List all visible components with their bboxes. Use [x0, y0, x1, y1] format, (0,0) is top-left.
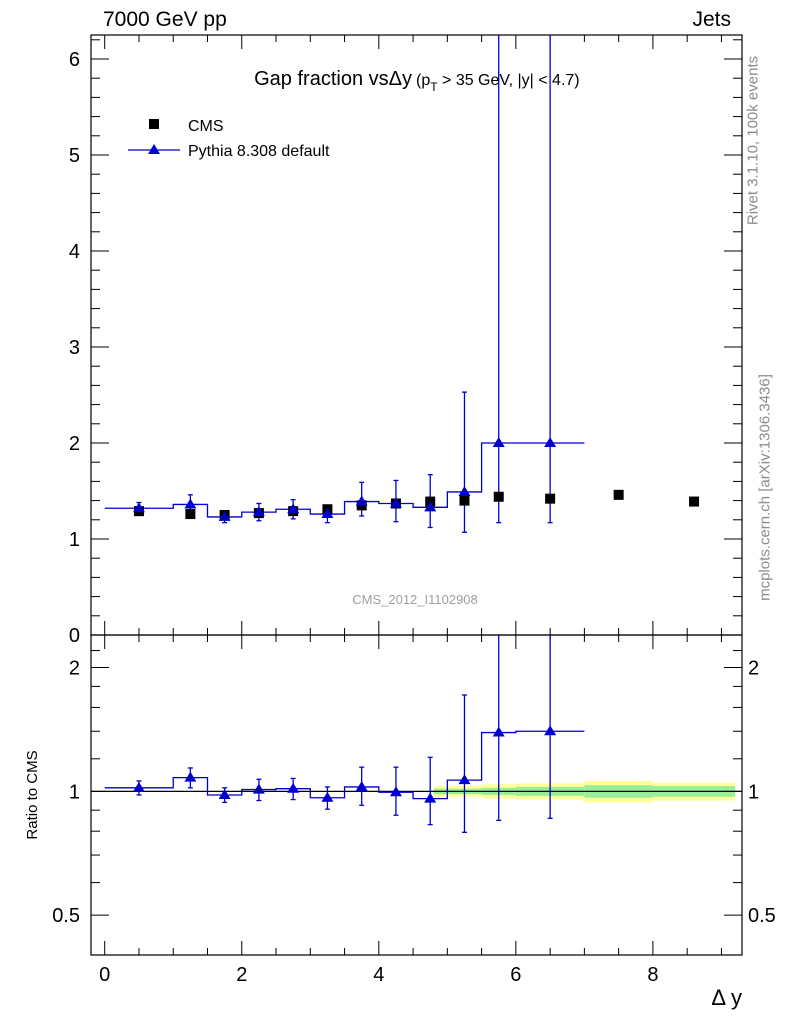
legend: CMS Pythia 8.308 default: [128, 118, 330, 160]
cms-point: [459, 495, 470, 506]
pythia-point: [184, 498, 197, 509]
legend-pythia-label: Pythia 8.308 default: [188, 143, 330, 160]
y-tick-label: 6: [69, 49, 80, 71]
ratio-y-tick-label: 1: [69, 781, 80, 803]
ratio-y-tick-label: 0.5: [52, 905, 80, 927]
cms-point: [613, 489, 624, 500]
pythia-point: [544, 437, 557, 447]
legend-cms-marker: [149, 119, 159, 129]
x-tick-label: 8: [647, 964, 658, 986]
x-axis-label: Δ y: [711, 985, 742, 1010]
y-tick-label: 5: [69, 145, 80, 167]
ratio-y-tick-label-right: 0.5: [748, 905, 776, 927]
ratio-y-tick-label-right: 2: [748, 658, 759, 680]
ratio-pythia-point: [287, 782, 300, 793]
pythia-point: [321, 508, 334, 519]
pythia-point: [218, 510, 231, 521]
x-tick-label: 4: [373, 964, 384, 986]
pythia-point: [492, 437, 505, 447]
pythia-point: [424, 501, 437, 512]
header-right-label: Jets: [692, 8, 731, 31]
pythia-point: [252, 506, 265, 517]
y-tick-label: 4: [69, 241, 80, 263]
ratio-pythia-point: [492, 726, 505, 737]
main-title: Gap fraction vsΔy: [254, 68, 412, 90]
legend-cms-label: CMS: [188, 118, 224, 135]
ratio-pythia-point: [252, 783, 265, 794]
x-tick-label: 2: [236, 964, 247, 986]
cms-point: [689, 496, 700, 507]
cms-point: [185, 509, 196, 520]
ratio-pythia-point: [544, 725, 557, 736]
y-tick-label: 1: [69, 529, 80, 551]
cms-point: [493, 491, 504, 502]
ratio-pythia-point: [218, 788, 231, 799]
ratio-pythia-point: [321, 791, 334, 802]
ratio-pythia-point: [132, 781, 145, 792]
y-tick-label: 3: [69, 337, 80, 359]
legend-pythia-marker: [148, 144, 160, 154]
ratio-y-tick-label-right: 1: [748, 781, 759, 803]
ratio-pythia-point: [458, 774, 471, 785]
pythia-point: [389, 497, 402, 508]
ratio-pythia-point: [355, 780, 368, 791]
ratio-panel: 0 2 4 6 8 0.5 0.5 1 1 2 2: [52, 634, 776, 986]
pythia-point: [458, 485, 471, 496]
x-tick-label: 0: [99, 964, 110, 986]
ratio-pythia-line: [104, 730, 585, 800]
watermark-label: CMS_2012_I1102908: [352, 592, 478, 607]
pythia-point: [287, 503, 300, 514]
y-tick-label: 0: [69, 625, 80, 647]
y-tick-label: 2: [69, 433, 80, 455]
main-title-cuts: (pT > 35 GeV, |y| < 4.7): [416, 72, 580, 94]
ratio-pythia-point: [184, 771, 197, 782]
pythia-point: [355, 495, 368, 506]
cms-point: [545, 493, 556, 504]
ratio-y-tick-label: 2: [69, 658, 80, 680]
ratio-y-axis-label: Ratio to CMS: [24, 750, 41, 839]
pythia-line: [104, 442, 585, 518]
ratio-pythia-point: [424, 792, 437, 803]
header-left-label: 7000 GeV pp: [103, 8, 227, 31]
pythia-point: [132, 502, 145, 513]
ratio-pythia-point: [389, 786, 402, 797]
x-tick-label: 6: [510, 964, 521, 986]
main-panel: 0 1 2 3 4 5 6: [69, 34, 743, 955]
ratio-frame: [90, 634, 743, 956]
